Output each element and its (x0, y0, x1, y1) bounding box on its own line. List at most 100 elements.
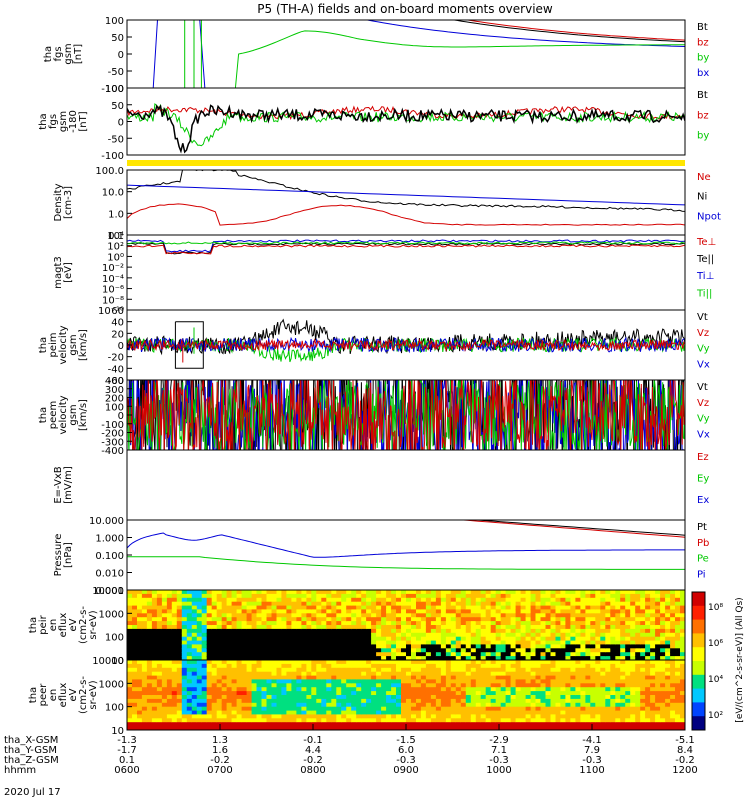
colorbar-tick: 10⁴ (708, 675, 723, 685)
y-axis-label: peir (38, 614, 49, 634)
y-axis-label: [mV/m] (63, 466, 74, 504)
y-tick-label: -100 (101, 151, 124, 162)
pb-line (457, 520, 685, 538)
panel-frame (126, 169, 686, 236)
y-axis-label: sr-eV) (88, 680, 99, 709)
y-tick-label: 1.000 (95, 534, 124, 545)
y-tick-label: 200 (105, 394, 124, 405)
y-tick-label: 0 (118, 341, 124, 352)
y-tick-label: 10² (107, 242, 124, 253)
legend-bz: bz (697, 37, 709, 48)
y-tick-label: 10.0 (102, 188, 124, 199)
x-row-value: -1.7 (117, 745, 137, 756)
y-tick-label: 100 (105, 703, 124, 714)
pe-line (127, 556, 685, 570)
x-row-value: -1.3 (117, 735, 137, 746)
y-axis-label: magt3 (53, 256, 64, 289)
chart-title: P5 (TH-A) fields and on-board moments ov… (257, 2, 553, 16)
y-tick-label: 10⁴ (107, 231, 124, 242)
legend-ey: Ey (697, 473, 709, 484)
te-perp-line (127, 244, 685, 255)
legend-vy: Vy (697, 344, 710, 355)
x-row-value: 7.1 (491, 745, 507, 756)
y-tick-label: 10000 (92, 656, 124, 667)
vz-line (127, 338, 685, 352)
npot-line (127, 184, 685, 206)
colorbar-label: [eV/(cm^2-s-sr-eV)] (All Qs) (735, 597, 745, 722)
x-row-value: 0600 (114, 765, 139, 776)
legend-ti: Ti⊥ (696, 271, 714, 282)
y-axis-label: E=-VxB (53, 466, 64, 503)
y-axis-label: tha (28, 617, 39, 633)
y-tick-label: 100 (105, 16, 124, 27)
y-tick-label: 60 (111, 306, 124, 317)
y-axis-label: [nT] (73, 44, 84, 64)
y-axis-label: (cm2-s- (78, 676, 89, 714)
y-tick-label: 100 (105, 633, 124, 644)
y-tick-label: 1.0 (108, 209, 124, 220)
panel-fgs_full: 100 50 0 -50 -100 tha fgs gsm -180 [nT] Bt bz by (38, 84, 709, 166)
x-row-value: 7.9 (584, 745, 600, 756)
bz-line (127, 105, 685, 121)
x-row-label: tha_Y-GSM (4, 745, 57, 756)
y-axis-label: -180 (68, 110, 79, 133)
flag-bar (127, 160, 685, 166)
y-axis-label: tha (38, 337, 49, 353)
x-row-value: 1000 (486, 765, 511, 776)
y-tick-label: -400 (101, 446, 124, 457)
y-tick-label: 0.100 (95, 551, 124, 562)
legend-vx: Vx (697, 359, 710, 370)
y-axis-label: velocity (58, 325, 69, 364)
by-line (234, 30, 685, 88)
pt-line (470, 520, 685, 536)
y-tick-label: -300 (101, 437, 124, 448)
x-row-value: 6.0 (398, 745, 414, 756)
panel-frame (126, 19, 686, 89)
y-tick-label: 10⁻⁸ (102, 295, 124, 306)
x-row-value: 1200 (672, 765, 697, 776)
legend-pe: Pe (697, 554, 709, 565)
ti-par-line (127, 241, 685, 245)
y-axis-label: en (48, 619, 59, 632)
legend-by: by (697, 131, 709, 142)
legend-ex: Ex (697, 495, 709, 506)
y-axis-label: gsm (68, 404, 79, 425)
ti-perp-line (127, 239, 685, 253)
y-tick-label: -40 (108, 364, 124, 375)
y-tick-label: 20 (111, 329, 124, 340)
x-row-value: 4.4 (305, 745, 321, 756)
legend-pb: Pb (697, 538, 709, 549)
y-tick-label: -20 (108, 353, 124, 364)
y-tick-label: 10 (111, 726, 124, 737)
y-tick-label: 50 (111, 33, 124, 44)
y-axis-label: velocity (58, 395, 69, 434)
x-row-value: -0.2 (210, 755, 230, 766)
vx-line (127, 336, 685, 354)
y-axis-label: Pressure (53, 534, 64, 577)
colorbar-tick: 10² (708, 711, 723, 721)
x-row-value: -5.1 (675, 735, 695, 746)
x-row-value: -1.5 (396, 735, 416, 746)
y-tick-label: 0.010 (95, 569, 124, 580)
legend-bt: Bt (697, 22, 708, 33)
legend-vy: Vy (697, 414, 710, 425)
x-axis-table: tha_X-GSM -1.3 1.3 -0.1 -1.5 -2.9 -4.1 -5.1 tha_… (4, 724, 698, 776)
y-axis-label: gsm (58, 111, 69, 132)
bz-line (464, 20, 685, 41)
y-axis-label: fgs (48, 114, 59, 129)
y-tick-label: 10 (111, 656, 124, 667)
bx-spike (152, 20, 158, 88)
y-axis-label: peem (48, 401, 59, 429)
vt-box (174, 321, 204, 369)
y-tick-label: 400 (105, 376, 124, 387)
colorbar-tick: 10⁸ (708, 603, 723, 613)
y-axis-label: tha (38, 113, 49, 129)
x-row-value: -0.3 (582, 755, 602, 766)
y-tick-label: 10⁰ (107, 252, 124, 263)
y-axis-label: tha (43, 46, 54, 62)
x-row-label: tha_X-GSM (4, 735, 58, 746)
legend-ti: Ti|| (696, 288, 712, 299)
bx-trace (364, 20, 685, 47)
